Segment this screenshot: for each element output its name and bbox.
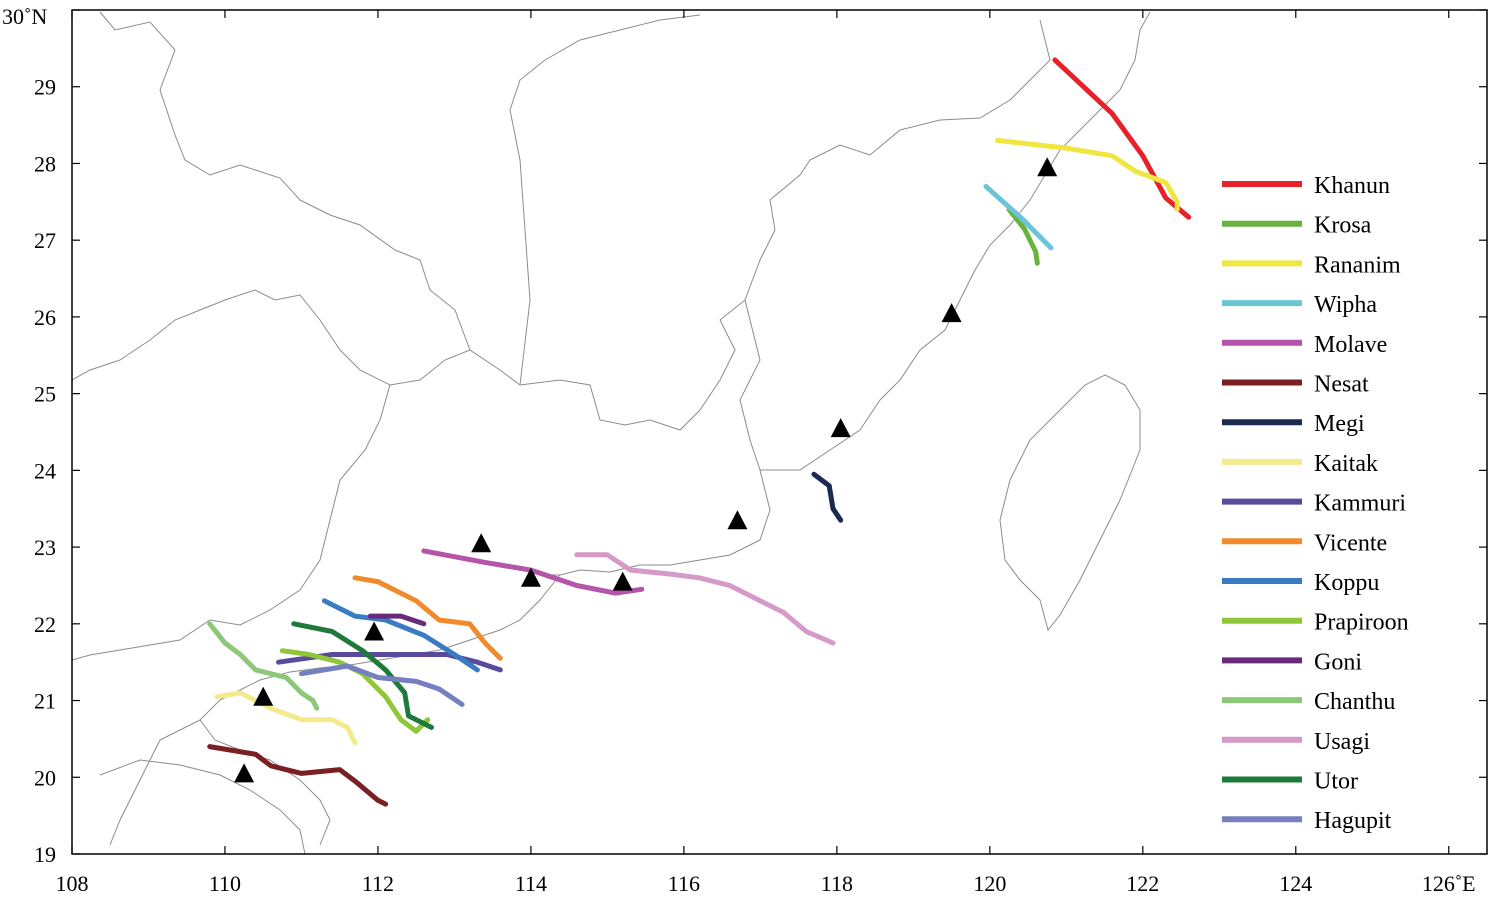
plot-frame bbox=[71, 9, 1488, 855]
station-marker bbox=[941, 303, 962, 323]
legend-label: Koppu bbox=[1314, 570, 1379, 596]
track-prapiroon bbox=[279, 648, 431, 734]
y-tick-label: 27 bbox=[34, 228, 56, 253]
x-tick-label: 122 bbox=[1126, 871, 1159, 896]
legend-label: Chanthu bbox=[1314, 689, 1395, 715]
track-megi bbox=[811, 471, 844, 523]
legend-label: Hagupit bbox=[1314, 808, 1392, 834]
track-vicente bbox=[352, 575, 503, 661]
y-tick-label: 20 bbox=[34, 765, 56, 790]
track-utor bbox=[291, 621, 434, 730]
y-tick-label: 29 bbox=[34, 75, 56, 100]
x-tick-label: 126˚E bbox=[1422, 871, 1476, 896]
legend-label: Megi bbox=[1314, 411, 1365, 437]
track-wipha bbox=[983, 184, 1054, 251]
y-tick-label: 23 bbox=[34, 535, 56, 560]
legend-label: Kaitak bbox=[1314, 451, 1378, 477]
y-tick-label: 30˚N bbox=[2, 4, 47, 29]
x-tick-label: 112 bbox=[362, 871, 394, 896]
legend-label: Rananim bbox=[1314, 252, 1401, 278]
station-marker bbox=[520, 567, 541, 587]
legend-label: Nesat bbox=[1314, 372, 1369, 398]
y-tick-label: 22 bbox=[34, 612, 56, 637]
y-tick-label: 26 bbox=[34, 305, 56, 330]
track-kaitak bbox=[214, 690, 358, 746]
y-tick-label: 19 bbox=[34, 842, 56, 867]
coastline-and-province-boundaries bbox=[72, 11, 1151, 854]
track-chanthu bbox=[207, 621, 320, 711]
track-khanun bbox=[1052, 57, 1192, 220]
legend: Khanun Krosa Rananim Wipha Molave Nesat Megi Ka… bbox=[1222, 173, 1409, 834]
station-marker bbox=[364, 621, 385, 641]
station-marker bbox=[830, 418, 851, 438]
y-axis: 19 20 21 22 23 24 25 26 27 28 29 30˚N bbox=[2, 4, 1487, 867]
x-tick-label: 118 bbox=[821, 871, 853, 896]
legend-label: Krosa bbox=[1314, 213, 1372, 239]
x-axis: 108 110 112 114 116 118 120 122 124 126˚E bbox=[56, 10, 1476, 896]
x-tick-label: 120 bbox=[973, 871, 1006, 896]
legend-label: Kammuri bbox=[1314, 491, 1406, 517]
station-marker bbox=[612, 571, 633, 591]
station-marker bbox=[253, 686, 274, 706]
typhoon-tracks bbox=[207, 57, 1192, 807]
track-hagupit bbox=[299, 663, 465, 707]
x-tick-label: 124 bbox=[1279, 871, 1312, 896]
legend-label: Wipha bbox=[1314, 292, 1377, 318]
y-tick-label: 21 bbox=[34, 689, 56, 714]
legend-label: Prapiroon bbox=[1314, 610, 1409, 636]
track-nesat bbox=[207, 744, 389, 807]
station-marker bbox=[471, 533, 492, 553]
x-tick-label: 110 bbox=[209, 871, 241, 896]
legend-label: Usagi bbox=[1314, 729, 1370, 755]
track-usagi bbox=[574, 552, 836, 646]
track-koppu bbox=[321, 598, 480, 673]
track-krosa bbox=[1006, 207, 1040, 266]
station-marker bbox=[727, 510, 748, 530]
track-goni bbox=[367, 613, 427, 627]
station-marker bbox=[234, 763, 255, 783]
station-marker bbox=[1037, 157, 1058, 177]
legend-label: Vicente bbox=[1314, 530, 1387, 556]
legend-label: Utor bbox=[1314, 769, 1358, 795]
track-rananim bbox=[995, 137, 1180, 212]
x-tick-label: 108 bbox=[56, 871, 89, 896]
station-markers bbox=[234, 157, 1058, 783]
y-tick-label: 24 bbox=[34, 458, 56, 483]
legend-label: Goni bbox=[1314, 649, 1362, 675]
x-tick-label: 114 bbox=[515, 871, 547, 896]
y-tick-label: 25 bbox=[34, 382, 56, 407]
y-tick-label: 28 bbox=[34, 151, 56, 176]
legend-label: Khanun bbox=[1314, 173, 1390, 199]
track-molave bbox=[421, 548, 645, 596]
legend-label: Molave bbox=[1314, 332, 1387, 358]
x-tick-label: 116 bbox=[668, 871, 700, 896]
